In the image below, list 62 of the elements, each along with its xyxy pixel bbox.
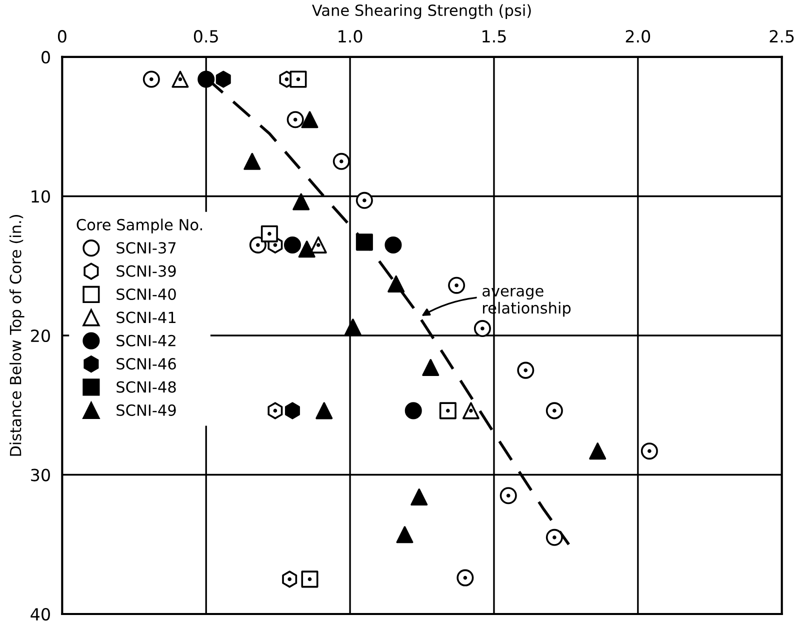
point — [249, 236, 266, 254]
y-tick-label: 0 — [42, 50, 50, 64]
point — [546, 402, 563, 420]
y-axis-title: Distance Below Top of Core (in.) — [10, 214, 24, 456]
point — [316, 402, 333, 420]
x-tick-label: 2.5 — [770, 30, 794, 43]
point — [332, 152, 350, 170]
point — [286, 111, 304, 128]
point — [290, 70, 307, 88]
point — [344, 318, 362, 336]
point — [298, 240, 316, 258]
point — [439, 402, 456, 420]
y-tick-label: 40 — [30, 608, 50, 621]
y-tick-label: 20 — [31, 329, 50, 342]
point — [462, 402, 480, 420]
point — [640, 442, 658, 460]
point — [474, 320, 491, 338]
point — [384, 236, 402, 254]
y-tick-label: 10 — [32, 190, 50, 203]
point — [388, 275, 405, 292]
point — [172, 70, 189, 88]
x-tick-label: 0 — [58, 30, 66, 43]
legend-label: SCNI-49 — [116, 404, 176, 416]
legend-label: SCNI-42 — [116, 334, 176, 346]
point — [142, 70, 160, 88]
point — [410, 488, 428, 506]
point — [396, 526, 414, 544]
point — [292, 193, 310, 210]
point — [216, 70, 231, 88]
legend-label: SCNI-40 — [116, 288, 176, 300]
legend-label: SCNI-39 — [116, 265, 176, 277]
x-tick-label: 2.0 — [626, 30, 650, 43]
x-tick-label: 1.0 — [338, 30, 362, 43]
x-axis-title: Vane Shearing Strength (psi) — [312, 4, 531, 20]
point — [589, 442, 606, 460]
legend-label: SCNI-48 — [116, 381, 176, 393]
point — [448, 276, 466, 294]
point — [310, 236, 327, 254]
point — [284, 402, 300, 420]
point — [404, 402, 422, 420]
point — [301, 111, 318, 128]
point — [546, 528, 563, 546]
point — [301, 570, 318, 588]
legend-title: Core Sample No. — [76, 218, 202, 234]
point — [517, 362, 534, 379]
legend-label: SCNI-46 — [116, 358, 176, 370]
point — [456, 569, 474, 586]
point — [260, 225, 278, 242]
point — [422, 359, 440, 376]
point — [268, 402, 283, 420]
point — [282, 570, 298, 588]
point — [356, 234, 373, 251]
x-tick-label: 1.5 — [482, 30, 506, 43]
point — [356, 192, 373, 209]
x-tick-label: 0.5 — [194, 30, 218, 43]
legend-label: SCNI-41 — [116, 312, 176, 324]
legend-label: SCNI-37 — [116, 242, 176, 254]
point — [244, 152, 261, 170]
point — [198, 70, 215, 88]
point — [284, 236, 301, 254]
y-tick-label: 30 — [31, 468, 50, 482]
point — [500, 487, 517, 504]
